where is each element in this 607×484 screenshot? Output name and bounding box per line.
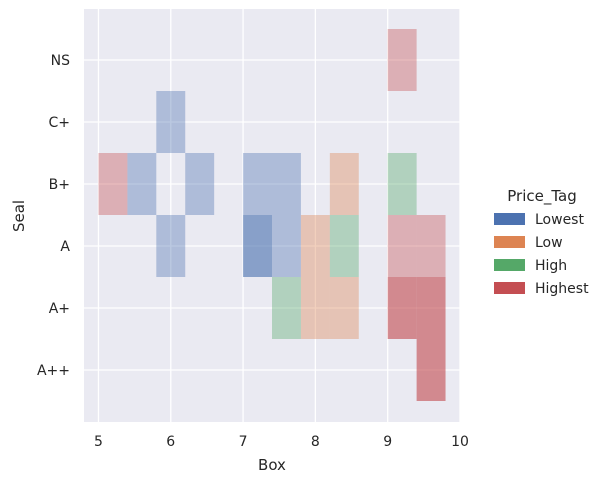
cell-lowest-3	[185, 153, 215, 215]
y-tick-labels: NS C+ B+ A A+ A++	[37, 53, 70, 379]
cell-lowest-5	[272, 153, 301, 215]
x-tick-label-5: 10	[451, 434, 469, 450]
x-tick-labels: 5 6 7 8 9 10	[94, 434, 469, 450]
cell-highest-1	[98, 153, 128, 215]
cell-high-0	[387, 153, 417, 215]
y-tick-label-3: A	[60, 239, 70, 255]
legend: Price_Tag Lowest Low High Highest	[494, 187, 589, 297]
heatmap-cells	[98, 29, 446, 401]
cell-low-2	[300, 277, 330, 339]
cell-highest-3	[416, 215, 446, 277]
legend-label-highest: Highest	[535, 281, 589, 297]
cell-highest-0	[387, 29, 417, 91]
cell-lowest-2	[156, 215, 186, 277]
x-tick-label-3: 8	[311, 434, 320, 450]
y-tick-label-5: A++	[37, 363, 70, 379]
grid-lines	[84, 9, 461, 422]
y-tick-label-0: NS	[51, 53, 70, 69]
y-tick-label-2: B+	[49, 177, 70, 193]
y-axis-label: Seal	[10, 200, 28, 232]
cell-highest-6	[416, 339, 446, 401]
x-tick-label-2: 7	[239, 434, 248, 450]
legend-swatch-lowest	[494, 213, 525, 225]
y-tick-label-4: A+	[49, 301, 70, 317]
cell-low-3	[329, 277, 359, 339]
cell-highest-4	[387, 277, 417, 339]
cell-lowest-0	[127, 153, 157, 215]
cell-highest-2	[387, 215, 417, 277]
cell-high-2	[272, 277, 301, 339]
cell-lowest-7	[272, 215, 301, 277]
x-tick-label-4: 9	[383, 434, 392, 450]
legend-title: Price_Tag	[507, 187, 577, 206]
legend-label-lowest: Lowest	[535, 212, 584, 228]
cell-lowest-1	[156, 91, 186, 153]
cell-low-1	[300, 215, 330, 277]
x-axis-label: Box	[258, 456, 286, 474]
legend-label-low: Low	[535, 235, 563, 251]
legend-swatch-low	[494, 236, 525, 248]
legend-swatch-high	[494, 259, 525, 271]
cell-lowest-4	[243, 153, 272, 215]
cell-high-1	[329, 215, 359, 277]
legend-swatch-highest	[494, 282, 525, 294]
cell-highest-5	[416, 277, 446, 339]
y-tick-label-1: C+	[48, 115, 70, 131]
x-tick-label-1: 6	[166, 434, 175, 450]
cell-lowest-6	[243, 215, 272, 277]
legend-label-high: High	[535, 258, 567, 274]
cell-low-0	[329, 153, 359, 215]
x-tick-label-0: 5	[94, 434, 103, 450]
